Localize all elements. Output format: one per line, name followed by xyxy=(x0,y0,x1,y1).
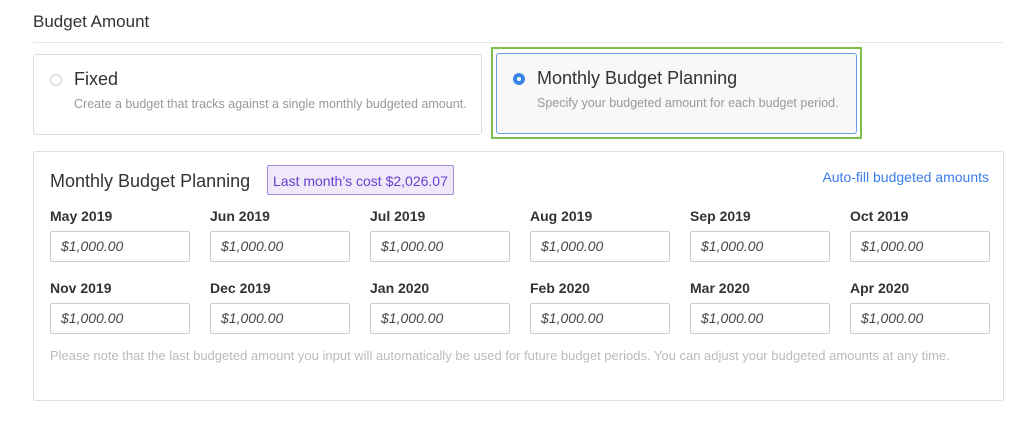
month-amount-value: $1,000.00 xyxy=(541,310,604,326)
month-amount-value: $1,000.00 xyxy=(61,238,124,254)
month-label: Aug 2019 xyxy=(530,208,593,224)
month-field: Mar 2020 $1,000.00 xyxy=(690,280,830,334)
month-field: Sep 2019 $1,000.00 xyxy=(690,208,830,262)
radio-monthly-selected[interactable] xyxy=(513,73,525,85)
month-amount-value: $1,000.00 xyxy=(381,310,444,326)
month-amount-input[interactable]: $1,000.00 xyxy=(530,231,670,262)
month-amount-input[interactable]: $1,000.00 xyxy=(210,231,350,262)
month-amount-value: $1,000.00 xyxy=(861,238,924,254)
month-field: Oct 2019 $1,000.00 xyxy=(850,208,990,262)
radio-fixed[interactable] xyxy=(50,74,62,86)
month-field: Nov 2019 $1,000.00 xyxy=(50,280,190,334)
divider xyxy=(33,42,1003,43)
month-label: Mar 2020 xyxy=(690,280,750,296)
section-title: Budget Amount xyxy=(33,12,150,31)
month-field: Apr 2020 $1,000.00 xyxy=(850,280,990,334)
month-label: Nov 2019 xyxy=(50,280,112,296)
month-field: Aug 2019 $1,000.00 xyxy=(530,208,670,262)
month-label: Dec 2019 xyxy=(210,280,271,296)
month-label: Feb 2020 xyxy=(530,280,590,296)
month-label: Jul 2019 xyxy=(370,208,426,224)
month-amount-input[interactable]: $1,000.00 xyxy=(210,303,350,334)
panel-title: Monthly Budget Planning xyxy=(50,171,251,191)
note-text: Please note that the last budgeted amoun… xyxy=(50,348,950,363)
selected-outline xyxy=(491,47,862,139)
month-amount-value: $1,000.00 xyxy=(221,238,284,254)
option-fixed[interactable]: Fixed Create a budget that tracks agains… xyxy=(33,54,482,135)
month-label: Sep 2019 xyxy=(690,208,751,224)
month-amount-input[interactable]: $1,000.00 xyxy=(850,231,990,262)
month-amount-value: $1,000.00 xyxy=(61,310,124,326)
month-amount-input[interactable]: $1,000.00 xyxy=(370,231,510,262)
last-month-cost-badge: Last month’s cost $2,026.07 xyxy=(267,165,454,195)
month-amount-input[interactable]: $1,000.00 xyxy=(690,303,830,334)
month-amount-input[interactable]: $1,000.00 xyxy=(50,231,190,262)
option-description: Create a budget that tracks against a si… xyxy=(74,97,467,111)
month-amount-input[interactable]: $1,000.00 xyxy=(50,303,190,334)
option-label: Monthly Budget Planning xyxy=(537,68,738,88)
month-label: May 2019 xyxy=(50,208,113,224)
option-label: Fixed xyxy=(74,69,119,89)
month-amount-value: $1,000.00 xyxy=(861,310,924,326)
autofill-link[interactable]: Auto-fill budgeted amounts xyxy=(822,169,989,185)
month-amount-input[interactable]: $1,000.00 xyxy=(690,231,830,262)
month-amount-value: $1,000.00 xyxy=(381,238,444,254)
month-field: Jun 2019 $1,000.00 xyxy=(210,208,350,262)
month-amount-value: $1,000.00 xyxy=(541,238,604,254)
month-field: May 2019 $1,000.00 xyxy=(50,208,190,262)
month-label: Jun 2019 xyxy=(210,208,270,224)
month-label: Jan 2020 xyxy=(370,280,430,296)
month-amount-input[interactable]: $1,000.00 xyxy=(530,303,670,334)
month-field: Dec 2019 $1,000.00 xyxy=(210,280,350,334)
month-amount-input[interactable]: $1,000.00 xyxy=(850,303,990,334)
month-amount-value: $1,000.00 xyxy=(701,310,764,326)
option-monthly-budget-planning[interactable]: Monthly Budget Planning Specify your bud… xyxy=(496,53,857,134)
monthly-planning-panel: Monthly Budget Planning Last month’s cos… xyxy=(33,151,1004,401)
month-field: Feb 2020 $1,000.00 xyxy=(530,280,670,334)
month-amount-value: $1,000.00 xyxy=(701,238,764,254)
month-field: Jul 2019 $1,000.00 xyxy=(370,208,510,262)
option-description: Specify your budgeted amount for each bu… xyxy=(537,96,839,110)
month-label: Apr 2020 xyxy=(850,280,910,296)
month-amount-value: $1,000.00 xyxy=(221,310,284,326)
month-amount-input[interactable]: $1,000.00 xyxy=(370,303,510,334)
month-label: Oct 2019 xyxy=(850,208,909,224)
month-field: Jan 2020 $1,000.00 xyxy=(370,280,510,334)
